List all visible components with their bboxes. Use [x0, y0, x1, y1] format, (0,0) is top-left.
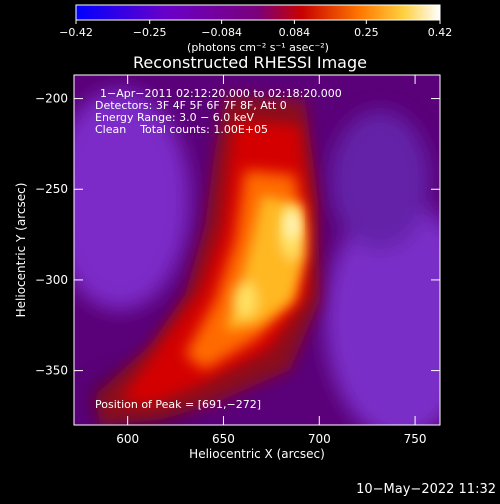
annotation-time-range: 1−Apr−2011 02:12:20.000 to 02:18:20.000: [100, 87, 342, 100]
colorbar-tick-label: 0.25: [354, 26, 379, 39]
colorbar-tick-label: 0.084: [279, 26, 311, 39]
colorbar-ticks: −0.42 −0.25 −0.084 0.084 0.25 0.42: [59, 20, 452, 39]
colorbar-tick-label: −0.25: [133, 26, 167, 39]
y-tick-label: −200: [35, 92, 68, 106]
plot-frame: [73, 74, 441, 426]
x-axis-label: Heliocentric X (arcsec): [189, 447, 325, 461]
x-tick-label: 750: [404, 432, 427, 446]
y-axis: −200 −250 −300 −350: [35, 92, 440, 378]
x-tick-label: 700: [308, 432, 331, 446]
x-tick-label: 600: [116, 432, 139, 446]
x-tick-label: 650: [212, 432, 235, 446]
timestamp: 10−May−2022 11:32: [356, 482, 496, 497]
colorbar: [76, 5, 440, 20]
annotation-detectors: Detectors: 3F 4F 5F 6F 7F 8F, Att 0: [95, 99, 287, 112]
colorbar-tick-label: −0.084: [201, 26, 242, 39]
heatmap-image: [74, 75, 440, 425]
colorbar-tick-label: −0.42: [59, 26, 93, 39]
annotation-clean-counts: Clean Total counts: 1.00E+05: [95, 123, 268, 136]
annotation-energy-range: Energy Range: 3.0 − 6.0 keV: [95, 111, 255, 124]
chart-title: Reconstructed RHESSI Image: [133, 53, 367, 72]
y-axis-label: Heliocentric Y (arcsec): [14, 183, 28, 318]
y-tick-label: −250: [35, 182, 68, 196]
colorbar-frame: [75, 4, 441, 21]
y-tick-label: −300: [35, 273, 68, 287]
y-tick-label: −350: [35, 364, 68, 378]
x-axis: 600 650 700 750: [116, 75, 427, 446]
colorbar-unit-label: (photons cm⁻² s⁻¹ asec⁻²): [187, 41, 329, 54]
colorbar-tick-label: 0.42: [428, 26, 453, 39]
annotation-peak-position: Position of Peak = [691,−272]: [95, 398, 261, 411]
